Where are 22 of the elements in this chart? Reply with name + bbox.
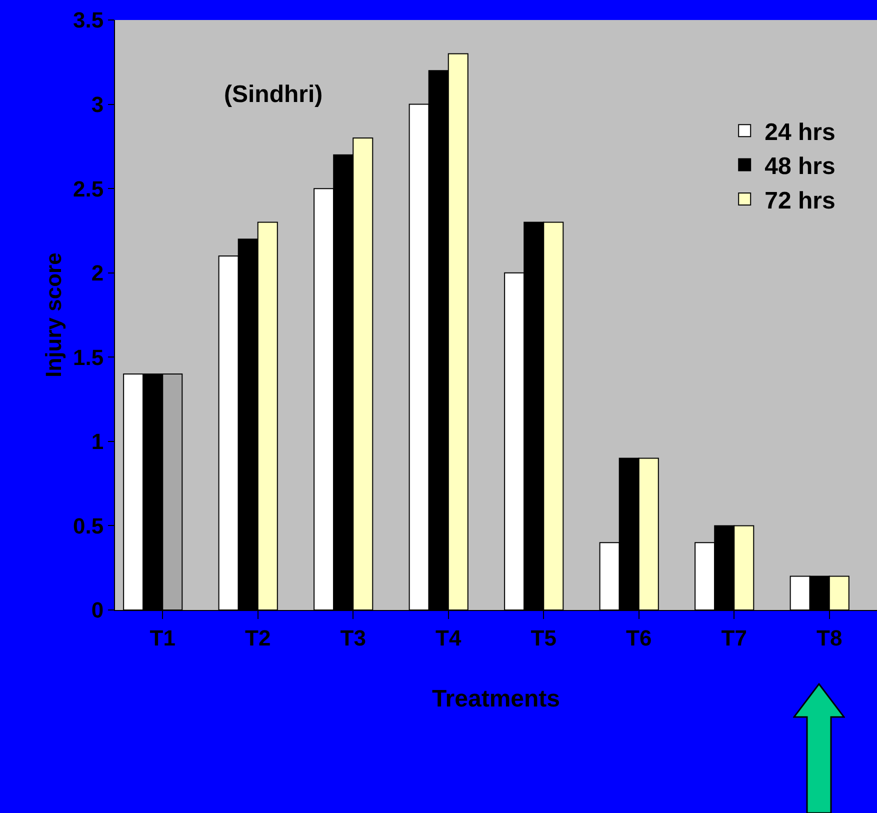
x-tick-label: T7: [721, 625, 747, 650]
x-tick-label: T5: [530, 625, 556, 650]
y-tick-label: 1: [91, 429, 104, 454]
x-tick-label: T2: [245, 625, 271, 650]
x-tick-label: T3: [340, 625, 366, 650]
y-tick-label: 0: [91, 598, 104, 623]
legend-label: 48 hrs: [764, 153, 836, 180]
y-tick-label: 0.5: [73, 513, 104, 538]
y-tick-label: 3.5: [73, 8, 104, 33]
x-tick-label: T8: [816, 625, 842, 650]
y-tick-label: 2.5: [73, 176, 104, 202]
y-tick-label: 1.5: [73, 344, 104, 370]
x-tick-label: T6: [626, 625, 652, 650]
y-tick-label: 2: [91, 260, 104, 286]
y-axis-title: Injury score: [41, 252, 66, 378]
x-tick-label: T1: [150, 625, 176, 650]
y-tick-label: 3: [91, 92, 104, 117]
legend-label: 72 hrs: [764, 187, 836, 214]
x-axis-title: Treatments: [432, 686, 560, 713]
legend-label: 24 hrs: [764, 118, 836, 146]
annotation: (Sindhri): [224, 81, 323, 108]
x-tick-label: T4: [436, 625, 462, 650]
